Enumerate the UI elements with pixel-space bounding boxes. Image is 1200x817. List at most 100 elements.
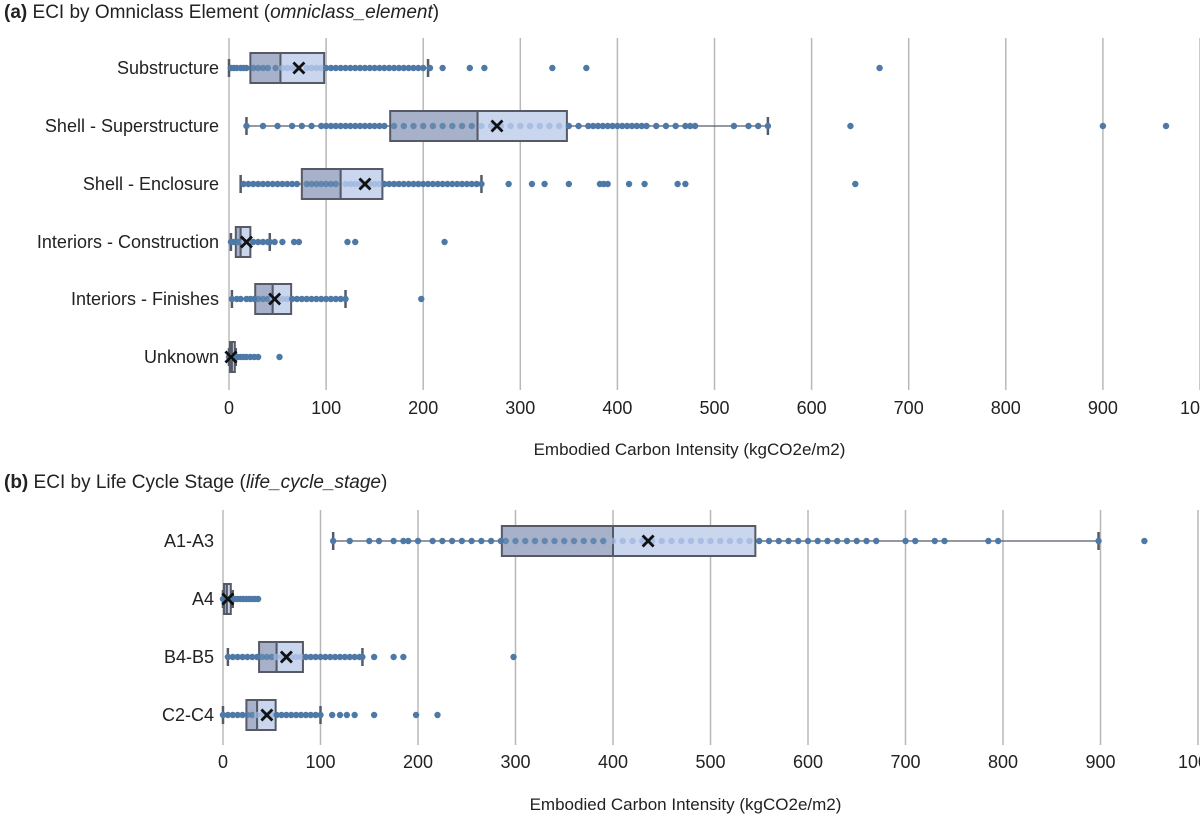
data-point-shell-superstructure-51: [638, 122, 645, 130]
data-point-shell-superstructure-13: [352, 122, 359, 130]
data-point-c2-c4-22: [336, 711, 344, 719]
data-point-a1-a3-10: [448, 537, 456, 545]
data-point-interiors-finishes-12: [284, 295, 291, 303]
data-point-interiors-construction-6: [250, 238, 257, 246]
data-point-a1-a3-59: [985, 537, 992, 545]
data-point-shell-superstructure-58: [691, 122, 699, 130]
data-point-shell-enclosure-48: [505, 180, 512, 188]
mean-marker-stroke-2: [260, 708, 274, 722]
data-point-a1-a3-0: [329, 537, 337, 545]
data-point-b4-b5-25: [346, 653, 353, 661]
data-point-interiors-finishes-15: [298, 295, 306, 303]
data-point-shell-enclosure-11: [293, 180, 301, 188]
data-point-shell-superstructure-25: [439, 122, 446, 130]
data-point-c2-c4-21: [329, 711, 336, 719]
data-point-shell-superstructure-7: [322, 122, 330, 130]
data-point-a1-a3-38: [717, 537, 724, 545]
data-point-shell-superstructure-61: [754, 122, 762, 130]
data-point-interiors-construction-10: [266, 238, 273, 246]
data-point-substructure-11: [279, 64, 286, 72]
data-point-substructure-12: [284, 64, 291, 72]
mean-marker-interiors-construction: [239, 235, 253, 249]
data-point-interiors-construction-16: [352, 238, 359, 246]
mean-marker-a1-a3: [641, 534, 655, 548]
data-point-substructure-26: [356, 64, 364, 72]
x-tick-label-800: 800: [991, 398, 1021, 418]
data-point-shell-enclosure-57: [674, 180, 681, 188]
data-point-shell-superstructure-47: [619, 122, 626, 130]
data-point-interiors-finishes-11: [279, 295, 286, 303]
data-point-a1-a3-21: [551, 537, 558, 545]
data-point-shell-enclosure-3: [254, 180, 262, 188]
x-tick-label-100: 100: [311, 398, 341, 418]
data-point-a1-a3-20: [541, 537, 548, 545]
data-point-shell-enclosure-15: [318, 180, 325, 188]
data-point-b4-b5-4: [244, 653, 251, 661]
data-point-a1-a3-18: [522, 537, 529, 545]
data-point-shell-enclosure-13: [308, 180, 315, 188]
category-label-shell-enclosure: Shell - Enclosure: [83, 174, 219, 194]
mean-marker-stroke-2: [292, 61, 306, 75]
data-point-shell-enclosure-47: [478, 180, 485, 188]
data-point-a1-a3-51: [843, 537, 851, 545]
data-point-interiors-finishes-23: [337, 295, 344, 303]
mean-marker-stroke-2: [641, 534, 655, 548]
data-point-c2-c4-19: [312, 711, 319, 719]
data-point-a1-a3-28: [619, 537, 626, 545]
data-point-a1-a3-34: [678, 537, 685, 545]
data-point-substructure-40: [426, 64, 434, 72]
data-point-shell-superstructure-40: [585, 122, 592, 130]
data-point-a1-a3-15: [497, 537, 505, 545]
data-point-interiors-finishes-17: [308, 295, 315, 303]
data-point-a1-a3-50: [834, 537, 841, 545]
mean-marker-stroke-2: [221, 592, 235, 606]
data-point-a1-a3-26: [600, 537, 607, 545]
data-point-c2-c4-3: [234, 711, 241, 719]
data-point-shell-superstructure-29: [478, 122, 485, 130]
data-point-shell-enclosure-25: [371, 180, 378, 188]
mean-marker-stroke-2: [490, 119, 504, 133]
data-point-shell-enclosure-1: [245, 180, 252, 188]
x-axis-label: Embodied Carbon Intensity (kgCO2e/m2): [534, 440, 846, 459]
data-point-shell-superstructure-4: [298, 122, 306, 130]
data-point-substructure-46: [876, 64, 883, 72]
x-tick-label-0: 0: [224, 398, 234, 418]
data-point-interiors-construction-11: [271, 238, 278, 246]
category-label-a1-a3: A1-A3: [164, 531, 214, 551]
x-tick-label-1000: 1000: [1180, 398, 1200, 418]
data-point-a1-a3-61: [1095, 537, 1102, 545]
data-point-a1-a3-47: [804, 537, 812, 545]
data-point-a1-a3-43: [765, 537, 773, 545]
data-point-c2-c4-17: [302, 711, 310, 719]
data-point-c2-c4-14: [288, 711, 295, 719]
data-point-a1-a3-24: [580, 537, 587, 545]
data-point-interiors-finishes-18: [313, 295, 320, 303]
data-point-shell-enclosure-40: [444, 180, 451, 188]
data-point-shell-superstructure-24: [429, 122, 437, 130]
data-point-substructure-44: [549, 64, 556, 72]
x-tick-label-500: 500: [699, 398, 729, 418]
data-point-interiors-finishes-13: [288, 295, 296, 303]
data-point-shell-superstructure-2: [274, 122, 281, 130]
x-tick-label-400: 400: [602, 398, 632, 418]
panel-b-label: (b): [4, 472, 29, 493]
data-point-b4-b5-9: [268, 653, 275, 661]
data-point-a1-a3-5: [400, 537, 407, 545]
category-label-a4: A4: [192, 589, 214, 609]
data-point-c2-c4-11: [273, 711, 280, 719]
data-point-b4-b5-8: [263, 653, 271, 661]
x-tick-label-700: 700: [894, 398, 924, 418]
data-point-a1-a3-22: [561, 537, 568, 545]
data-point-shell-enclosure-44: [463, 180, 471, 188]
data-point-shell-superstructure-54: [662, 122, 670, 130]
data-point-c2-c4-24: [351, 711, 358, 719]
data-point-shell-superstructure-28: [468, 122, 475, 130]
data-point-interiors-construction-15: [344, 238, 351, 246]
data-point-c2-c4-12: [278, 711, 285, 719]
data-point-shell-enclosure-42: [453, 180, 461, 188]
data-point-shell-enclosure-16: [322, 180, 330, 188]
data-point-shell-enclosure-26: [376, 180, 383, 188]
data-point-b4-b5-2: [234, 653, 241, 661]
data-point-shell-superstructure-36: [546, 122, 553, 130]
data-point-a1-a3-2: [366, 537, 373, 545]
